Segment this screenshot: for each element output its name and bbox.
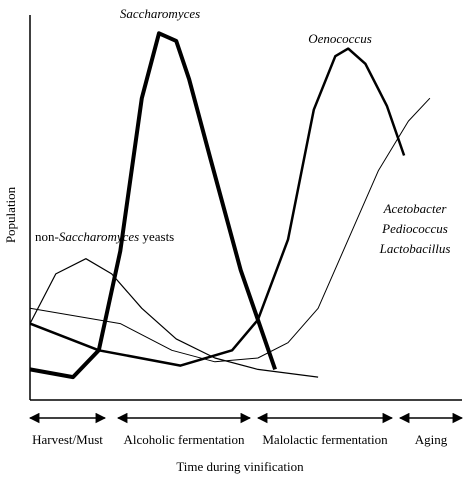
curve — [29, 97, 431, 363]
phase-label: Aging — [415, 432, 448, 447]
curve-label: Acetobacter — [383, 201, 448, 216]
curve — [29, 47, 406, 367]
y-axis-label: Population — [3, 186, 18, 243]
curve — [29, 31, 277, 380]
phase-label: Alcoholic fermentation — [124, 432, 245, 447]
curve-label-part: non- — [35, 229, 59, 244]
curve — [29, 258, 319, 378]
x-axis-label: Time during vinification — [176, 459, 304, 474]
curve-label-part: yeasts — [139, 229, 174, 244]
curve-label-part: Saccharomyces — [59, 229, 139, 244]
curve-label-part: Oenococcus — [308, 31, 372, 46]
curve-label-part: Saccharomyces — [120, 6, 200, 21]
curve-label: non-Saccharomyces yeasts — [35, 229, 174, 244]
curve-label: Saccharomyces — [120, 6, 200, 21]
curve-label: Pediococcus — [381, 221, 448, 236]
phase-label: Malolactic fermentation — [262, 432, 388, 447]
curve-label: Lactobacillus — [379, 241, 451, 256]
curve-label: Oenococcus — [308, 31, 372, 46]
phase-label: Harvest/Must — [32, 432, 103, 447]
